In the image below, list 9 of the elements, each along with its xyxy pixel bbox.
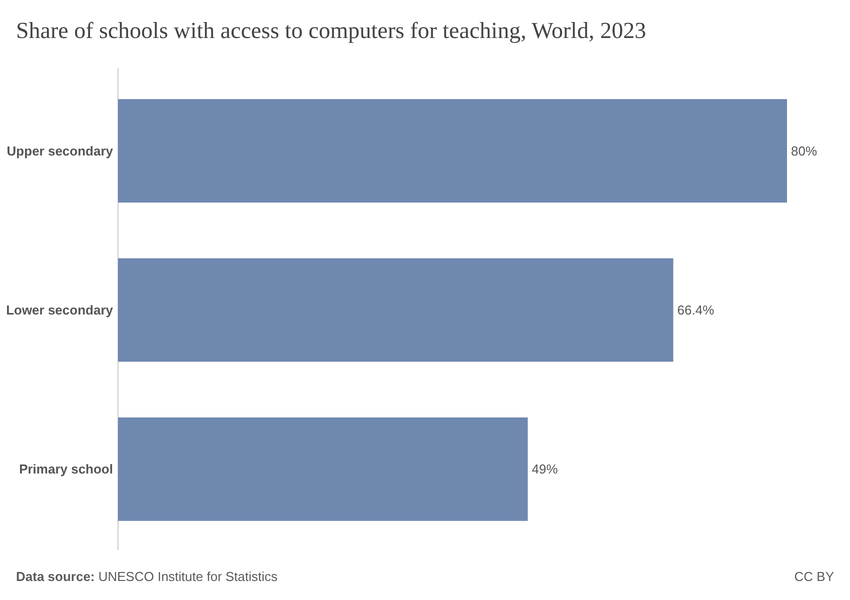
data-label: 80% — [791, 143, 818, 158]
data-label: 49% — [532, 462, 558, 477]
y-tick-label: Primary school — [19, 462, 113, 477]
text: CC BY — [794, 569, 834, 584]
data-label: 66.4% — [677, 302, 715, 318]
y-tick-label: Lower secondary — [6, 302, 114, 318]
y-tick-label: Upper secondary — [6, 143, 114, 158]
chart-title: Share of schools with access to computers for teaching, World, 2023 — [16, 18, 646, 43]
source-note: Data source: UNESCO Institute for Statistics — [16, 569, 278, 584]
